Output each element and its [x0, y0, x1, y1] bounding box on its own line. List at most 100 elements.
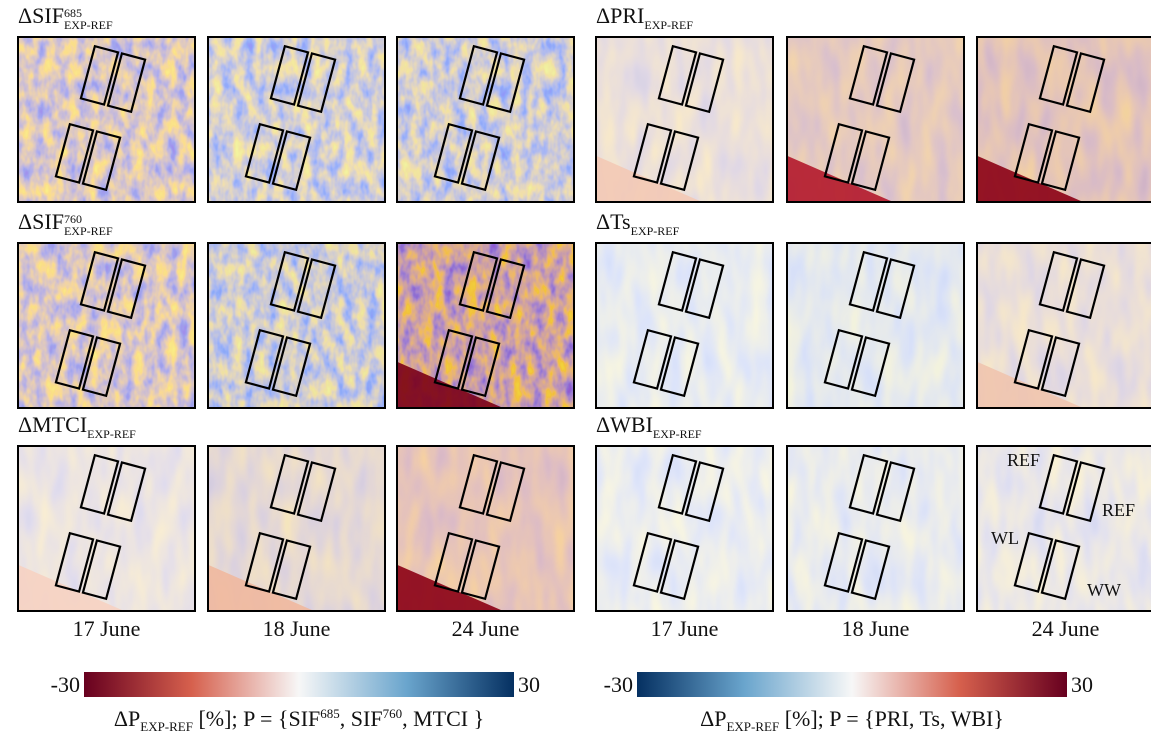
plot-outline: [684, 258, 725, 320]
caption-sub: EXP-REF: [140, 719, 193, 734]
map-panel: [207, 36, 386, 203]
plot-outline: [657, 44, 698, 106]
map-image: [208, 37, 385, 202]
map-frame: [17, 445, 196, 612]
panel-title-sub: EXP-REF: [64, 18, 113, 32]
plot-outline: [848, 44, 889, 106]
plot-outline: [106, 258, 147, 320]
map-edge-region: [397, 564, 504, 611]
plot-outline: [296, 52, 337, 114]
plot-outline: [269, 453, 310, 515]
panel-title-sup: 760: [64, 212, 82, 226]
panel-title-sub: EXP-REF: [653, 427, 702, 441]
date-label: 24 June: [1032, 616, 1100, 641]
plot-outline: [54, 122, 95, 184]
map-image: [208, 243, 385, 408]
plot-outline: [269, 44, 310, 106]
panel-title-sub: EXP-REF: [631, 224, 680, 238]
map-frame: [976, 36, 1151, 203]
plot-outline: [296, 258, 337, 320]
colorbar-min: -30: [604, 672, 633, 697]
plot-outline: [458, 250, 499, 312]
plot-outline: [79, 250, 120, 312]
map-edge-region: [18, 564, 125, 611]
map-frame: [207, 242, 386, 409]
caption-text: ΔP: [700, 706, 726, 731]
plot-outline: [1065, 461, 1106, 523]
date-label: 17 June: [651, 616, 719, 641]
plot-outline: [848, 250, 889, 312]
map-image: [977, 446, 1151, 611]
map-frame: [786, 445, 965, 612]
caption-text: , SIF: [340, 706, 383, 731]
colorbar-caption: ΔPEXP-REF [%]; P = {PRI, Ts, WBI}: [700, 706, 1004, 734]
map-panel: [207, 242, 386, 409]
map-panel: [976, 242, 1151, 409]
plot-outline: [848, 453, 889, 515]
map-panel: [17, 36, 196, 203]
panel-title-sub: EXP-REF: [644, 18, 693, 32]
plot-outline: [244, 122, 285, 184]
plot-outline: [659, 130, 700, 192]
plot-outline: [81, 539, 122, 601]
plot-outline: [657, 453, 698, 515]
plot-outline: [269, 250, 310, 312]
plot-outline: [81, 130, 122, 192]
map-frame: [595, 242, 774, 409]
map-edge-region: [596, 155, 703, 202]
panel-title-sup: 685: [64, 6, 82, 20]
plot-outline: [460, 336, 501, 398]
map-panel: [595, 242, 774, 409]
plot-outline: [79, 453, 120, 515]
date-label: 24 June: [452, 616, 520, 641]
plot-outline: [657, 250, 698, 312]
plot-outline: [850, 539, 891, 601]
map-image: [18, 243, 195, 408]
plot-outline: [1013, 328, 1054, 390]
plot-label: WL: [991, 528, 1019, 548]
plot-outline: [1038, 250, 1079, 312]
map-frame: [786, 242, 965, 409]
plot-outline: [632, 122, 673, 184]
plot-outline: [460, 539, 501, 601]
map-frame: [595, 36, 774, 203]
plot-outline: [875, 461, 916, 523]
colorbar-caption: ΔPEXP-REF [%]; P = {SIF685, SIF760, MTCI…: [114, 706, 484, 734]
caption-sub: EXP-REF: [726, 719, 779, 734]
plot-outline: [823, 328, 864, 390]
plot-outline: [684, 461, 725, 523]
map-edge-region: [208, 564, 315, 611]
caption-text: ΔP: [114, 706, 140, 731]
map-frame: [17, 242, 196, 409]
plot-label: REF: [1007, 450, 1040, 470]
panel-title: ΔMTCI: [18, 412, 87, 437]
plot-outline: [632, 531, 673, 593]
map-frame: [207, 36, 386, 203]
map-image: [787, 446, 964, 611]
panel-title: ΔWBI: [596, 412, 653, 437]
map-frame: [786, 36, 965, 203]
map-panel: [17, 445, 196, 612]
date-label: 18 June: [263, 616, 331, 641]
map-frame: [595, 445, 774, 612]
map-panel: [17, 242, 196, 409]
plot-outline: [850, 336, 891, 398]
map-frame: [976, 242, 1151, 409]
plot-outline: [850, 130, 891, 192]
map-image: [596, 243, 773, 408]
map-panel: [786, 242, 965, 409]
panel-title-sub: EXP-REF: [87, 427, 136, 441]
plot-outline: [433, 328, 474, 390]
plot-label: WW: [1087, 580, 1121, 600]
plot-outline: [271, 336, 312, 398]
plot-outline: [485, 461, 526, 523]
colorbar: [637, 672, 1067, 697]
colorbar-max: 30: [1071, 672, 1093, 697]
plot-outline: [79, 44, 120, 106]
plot-outline: [458, 44, 499, 106]
map-image: [397, 37, 574, 202]
plot-label: REF: [1102, 500, 1135, 520]
map-frame: [396, 242, 575, 409]
map-panel: [207, 445, 386, 612]
